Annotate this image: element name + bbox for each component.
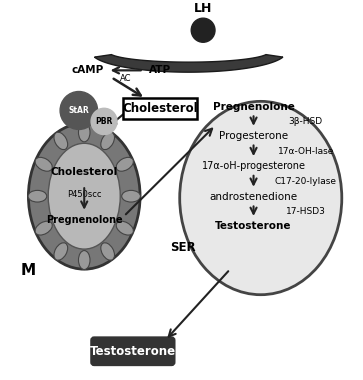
Text: 17α-oH-progesterone: 17α-oH-progesterone xyxy=(201,161,306,171)
Text: M: M xyxy=(21,263,36,279)
Text: androstenedione: androstenedione xyxy=(209,192,298,202)
Ellipse shape xyxy=(122,190,140,202)
Ellipse shape xyxy=(101,132,114,150)
Ellipse shape xyxy=(35,221,52,235)
Ellipse shape xyxy=(28,123,140,269)
Ellipse shape xyxy=(54,132,68,150)
Ellipse shape xyxy=(180,101,342,295)
Ellipse shape xyxy=(116,221,134,235)
Circle shape xyxy=(91,108,117,135)
Text: Testosterone: Testosterone xyxy=(215,221,292,231)
Ellipse shape xyxy=(78,250,90,269)
Text: Testosterone: Testosterone xyxy=(90,345,176,358)
Text: Cholesterol: Cholesterol xyxy=(122,102,198,115)
Ellipse shape xyxy=(28,190,47,202)
Text: Pregnenolone: Pregnenolone xyxy=(213,102,294,112)
Text: 3β-HSD: 3β-HSD xyxy=(289,117,323,126)
Circle shape xyxy=(60,92,98,130)
Ellipse shape xyxy=(35,157,52,171)
Polygon shape xyxy=(94,55,283,72)
Text: PBR: PBR xyxy=(95,117,113,126)
Text: C17-20-lylase: C17-20-lylase xyxy=(275,177,337,186)
Circle shape xyxy=(191,18,215,42)
Ellipse shape xyxy=(54,243,68,260)
Text: SER: SER xyxy=(171,241,196,254)
Ellipse shape xyxy=(48,143,120,249)
Text: cAMP: cAMP xyxy=(72,65,104,75)
Text: Progesterone: Progesterone xyxy=(219,131,288,141)
Text: Cholesterol: Cholesterol xyxy=(50,168,118,177)
Text: ATP: ATP xyxy=(149,65,171,75)
Ellipse shape xyxy=(101,243,114,260)
Text: AC: AC xyxy=(120,74,131,83)
Text: 17-HSD3: 17-HSD3 xyxy=(286,207,326,216)
Ellipse shape xyxy=(116,157,134,171)
FancyBboxPatch shape xyxy=(123,98,197,119)
Text: P450scc: P450scc xyxy=(67,190,102,199)
Text: StAR: StAR xyxy=(69,106,89,115)
FancyBboxPatch shape xyxy=(91,337,175,365)
Text: 17α-OH-lase: 17α-OH-lase xyxy=(278,147,334,156)
Text: Pregnenolone: Pregnenolone xyxy=(46,215,123,225)
Text: LH: LH xyxy=(194,2,212,14)
Ellipse shape xyxy=(78,123,90,142)
